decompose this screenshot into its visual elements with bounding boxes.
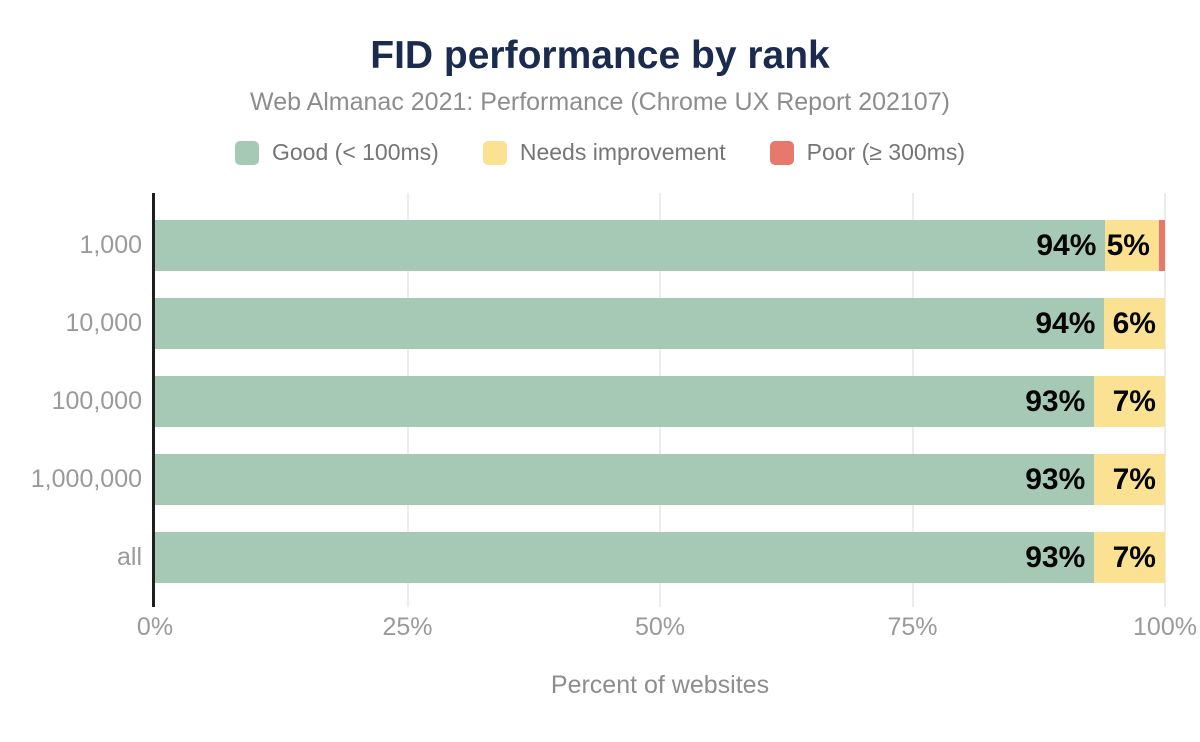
- legend-swatch-good: [235, 140, 259, 165]
- bar-segment-needs-improvement[interactable]: 7%: [1094, 532, 1165, 583]
- y-axis-line: [152, 193, 155, 607]
- bar-segment-label: 6%: [1112, 306, 1156, 340]
- y-axis-label: 1,000: [79, 231, 142, 259]
- plot-area: 94% 5% 94% 6% 93% 7% 93% 7% 93% 7%: [152, 193, 1166, 607]
- bar-segment-needs-improvement[interactable]: 7%: [1094, 376, 1165, 427]
- x-axis-tick-label: 100%: [1133, 613, 1197, 641]
- bar-row: 93% 7%: [155, 376, 1165, 427]
- bar-segment-good[interactable]: 94%: [155, 298, 1105, 349]
- y-axis-label: 10,000: [65, 309, 142, 337]
- legend-item-good: Good (< 100ms): [235, 139, 439, 166]
- legend-item-poor: Poor (≥ 300ms): [769, 139, 965, 166]
- chart-title: FID performance by rank: [370, 34, 830, 77]
- legend-item-needs-improvement: Needs improvement: [482, 139, 726, 166]
- y-axis-label: all: [116, 543, 142, 571]
- bar-row: 93% 7%: [155, 454, 1165, 505]
- bar-segment-label: 7%: [1112, 384, 1156, 418]
- bar-segment-label: 5%: [1106, 228, 1150, 262]
- legend-swatch-needs-improvement: [482, 140, 507, 165]
- x-axis-tick-label: 0%: [136, 613, 174, 641]
- legend-label: Needs improvement: [519, 139, 726, 165]
- legend: Good (< 100ms) Needs improvement Poor (≥ 3…: [0, 139, 1200, 166]
- bar-segment-label: 93%: [1025, 384, 1086, 418]
- legend-swatch-poor: [769, 140, 794, 165]
- chart-subtitle: Web Almanac 2021: Performance (Chrome UX…: [250, 88, 950, 116]
- bar-segment-good[interactable]: 93%: [155, 532, 1095, 583]
- x-axis: 0% 25% 50% 75% 100%: [137, 613, 1197, 643]
- bar-segment-good[interactable]: 93%: [155, 454, 1095, 505]
- legend-label: Poor (≥ 300ms): [806, 139, 965, 165]
- bar-segment-good[interactable]: 94%: [155, 220, 1106, 271]
- y-axis-label: 100,000: [51, 387, 142, 415]
- legend-label: Good (< 100ms): [272, 139, 439, 165]
- bar-segment-label: 93%: [1025, 462, 1086, 496]
- bar-segment-label: 94%: [1036, 228, 1097, 262]
- bar-segment-label: 93%: [1025, 540, 1086, 574]
- bar-segment-label: 7%: [1112, 462, 1156, 496]
- bar-segment-needs-improvement[interactable]: 7%: [1094, 454, 1165, 505]
- gridline-100: [1164, 193, 1166, 607]
- x-axis-tick-label: 50%: [634, 613, 686, 641]
- x-axis-title: Percent of websites: [550, 671, 770, 699]
- bar-row: 94% 5%: [155, 220, 1165, 271]
- bar-segment-needs-improvement[interactable]: 6%: [1104, 298, 1165, 349]
- y-axis: 1,000 10,000 100,000 1,000,000 all: [0, 193, 142, 607]
- bar-segment-label: 7%: [1112, 540, 1156, 574]
- bar-segment-needs-improvement[interactable]: 5%: [1105, 220, 1159, 271]
- bar-segment-poor[interactable]: [1158, 220, 1165, 271]
- bar-segment-label: 94%: [1035, 306, 1096, 340]
- x-axis-tick-label: 25%: [382, 613, 433, 641]
- y-axis-label: 1,000,000: [30, 465, 142, 493]
- bar-segment-good[interactable]: 93%: [155, 376, 1095, 427]
- x-axis-tick-label: 75%: [887, 613, 938, 641]
- bar-row: 93% 7%: [155, 532, 1165, 583]
- bar-row: 94% 6%: [155, 298, 1165, 349]
